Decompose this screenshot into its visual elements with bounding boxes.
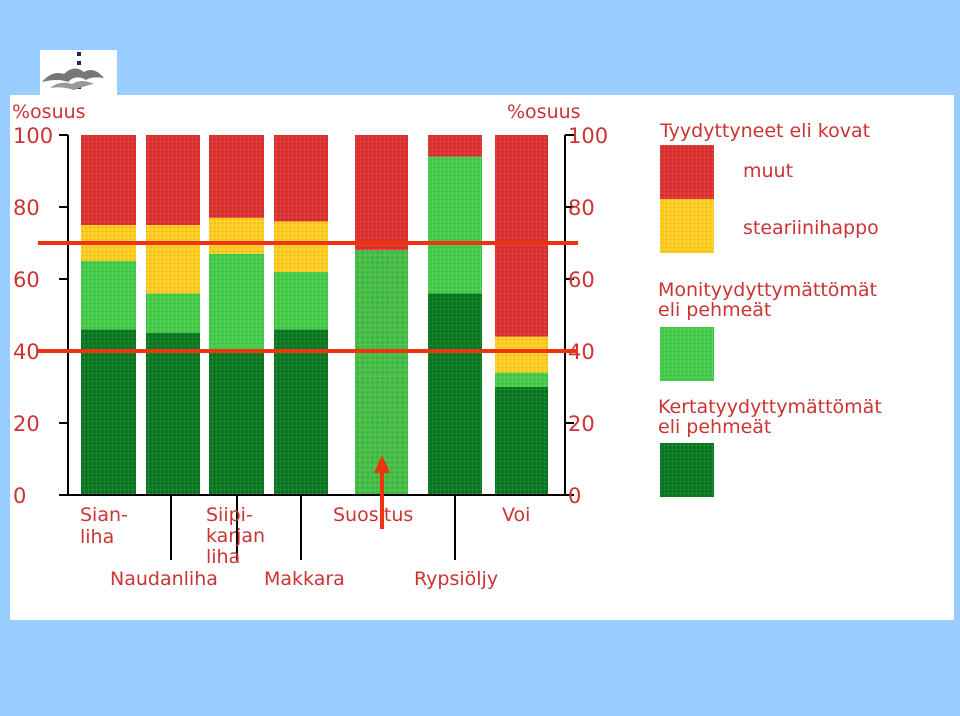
bar-texture-stearic-2 [209,217,264,254]
y-tick-label-left: 80 [13,196,40,220]
y-axis-left: 100 80 60 40 20 0 [13,124,69,508]
bar-group [81,135,548,495]
bar-texture-mono-0 [81,329,136,495]
bar-texture-other-5 [428,135,482,157]
y-tick-label-left: 0 [13,484,26,508]
bar-texture-mono-5 [428,293,482,495]
bar-texture-poly-3 [274,271,328,330]
x-category-label: Rypsiöljy [414,568,498,590]
y-tick-label-left: 20 [13,412,40,436]
y-axis-left-label: %osuus [12,101,86,123]
x-category-label: Siipi- [206,504,253,526]
chart-panel: %osuus %osuus 100 80 60 40 20 0 100 80 60 40 20 0 … [10,95,954,620]
bar-texture-poly-0 [81,261,136,330]
y-tick-label-right: 0 [568,484,581,508]
bar-texture-other-3 [274,135,328,222]
y-tick-label-right: 60 [568,268,595,292]
x-category-label: Voi [502,504,530,526]
bar-texture-other-1 [146,135,200,225]
y-tick-label-left: 60 [13,268,40,292]
y-tick-label-left: 40 [13,340,40,364]
bar-texture-poly-1 [146,293,200,333]
y-tick-label-right: 100 [568,124,608,148]
x-category-label: Sian- [80,504,128,526]
bar-texture-mono-1 [146,333,200,495]
y-tick-label-right: 20 [568,412,595,436]
y-tick-label-right: 80 [568,196,595,220]
legend-poly-title-2: eli pehmeät [658,299,771,321]
legend-poly-title-1: Monityydyttymättömät [658,279,877,301]
bar-texture-other-2 [209,135,264,218]
bar-texture-stearic-3 [274,221,328,272]
bar-texture-mono-2 [209,351,264,495]
x-category-label: karjan [206,525,265,547]
x-category-label: Naudanliha [110,568,218,590]
bar-texture-poly-4 [355,250,408,377]
reference-lines [38,241,578,353]
x-category-label: liha [206,546,240,568]
x-category-label: liha [80,526,114,548]
bar-texture-other-6 [495,135,548,337]
suositus-arrow [374,455,390,529]
x-axis: Sian-lihaNaudanlihaSiipi-karjanlihaMakka… [68,494,565,590]
legend-sat-title: Tyydyttyneet eli kovat [659,120,870,142]
bar-texture-other-4 [355,135,408,251]
logo [40,50,117,96]
legend-stearic-label: steariinihappo [743,217,879,239]
legend-mono-title-2: eli pehmeät [658,416,771,438]
bar-texture-mono-6 [495,387,548,495]
bar-texture-other-0 [81,135,136,225]
bar-texture-poly-6 [495,372,548,387]
bar-texture-poly-5 [428,156,482,294]
y-axis-right-label: %osuus [507,101,581,123]
bar-texture-stearic-1 [146,225,200,294]
y-tick-label-left: 100 [13,124,53,148]
legend: Tyydyttyneet eli kovat muut steariinihap… [658,120,882,497]
bar-texture-stearic-6 [495,336,548,373]
x-category-label: Makkara [264,568,345,590]
x-category-label: Suositus [333,504,413,526]
bar-texture-poly-2 [209,253,264,351]
bar-texture-mono-3 [274,329,328,495]
legend-muut-label: muut [743,160,793,182]
logo-mark-icon [42,52,104,90]
legend-mono-title-1: Kertatyydyttymättömät [658,396,882,418]
